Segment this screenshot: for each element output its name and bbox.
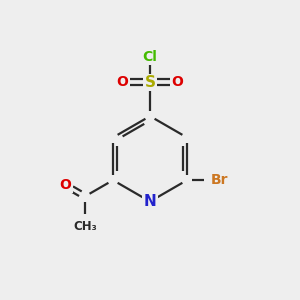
Text: O: O — [60, 178, 72, 192]
Text: CH₃: CH₃ — [73, 220, 97, 233]
Text: O: O — [171, 75, 183, 89]
Text: Br: Br — [211, 173, 228, 187]
Text: N: N — [144, 194, 156, 209]
Text: S: S — [145, 75, 155, 90]
Text: O: O — [117, 75, 129, 89]
Text: Cl: Cl — [142, 50, 158, 64]
